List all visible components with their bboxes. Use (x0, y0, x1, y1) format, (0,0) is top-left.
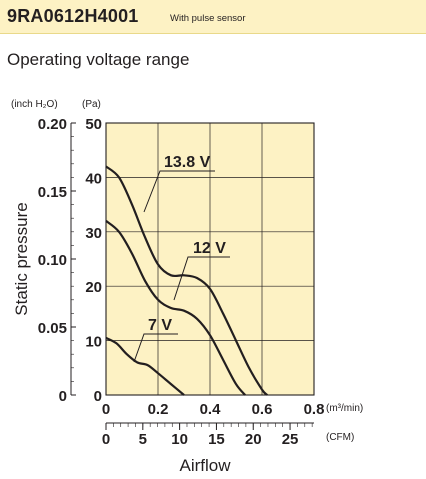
series-label-13-8-v: 13.8 V (164, 154, 211, 171)
curve-13-8-v (105, 165, 268, 396)
y-pa-tick-label: 30 (85, 225, 102, 242)
x-cfm-tick-label: 0 (102, 431, 110, 448)
x-unit-cfm: (CFM) (326, 432, 354, 443)
y-inch-tick-label: 0 (59, 388, 67, 405)
curves (105, 165, 268, 396)
leader-13-8-v (143, 170, 215, 213)
plot-grid (106, 123, 314, 395)
x-axis-title: Airflow (179, 456, 231, 475)
series-label-12-v: 12 V (193, 240, 226, 257)
x-cfm-tick-label: 25 (282, 431, 299, 448)
x-cfm-tick-label: 15 (208, 431, 225, 448)
y-inch-tick-label: 0.05 (38, 320, 67, 337)
y-inch-tick-label: 0.10 (38, 252, 67, 269)
x-cfm-tick-label: 10 (171, 431, 188, 448)
y-unit-inch: (inch H₂O) (11, 99, 58, 110)
y-inch-tick-label: 0.20 (38, 116, 67, 133)
series-label-7-v: 7 V (148, 317, 172, 334)
x-tick-label: 0.4 (200, 401, 222, 418)
inch-axis: 0 0.05 0.10 0.15 0.20 (38, 116, 76, 405)
y-inch-tick-label: 0.15 (38, 184, 67, 201)
plot-frame (105, 122, 315, 396)
y-pa-tick-label: 40 (85, 170, 102, 187)
labels: 0 10 20 30 40 50 0 0.2 0.4 0.6 0.8 13.8 V 12 V 7 V (85, 116, 324, 418)
y-axis-title: Static pressure (12, 202, 31, 315)
curve-12-v (105, 220, 246, 396)
x-unit-m3: (m³/min) (326, 403, 363, 414)
leader-7-v (133, 333, 178, 363)
y-pa-tick-label: 50 (85, 116, 102, 133)
x-cfm-tick-label: 20 (245, 431, 262, 448)
x-tick-label: 0 (102, 401, 110, 418)
x-tick-label: 0.2 (148, 401, 169, 418)
x-cfm-tick-label: 5 (139, 431, 147, 448)
y-pa-tick-label: 0 (94, 388, 102, 405)
cfm-axis: 0 5 10 15 20 25 (102, 422, 314, 448)
y-pa-tick-label: 10 (85, 334, 102, 351)
y-unit-pa: (Pa) (82, 99, 101, 110)
header-bar: 9RA0612H4001 With pulse sensor (0, 0, 426, 34)
model-subtitle: With pulse sensor (170, 13, 246, 24)
leader-12-v (173, 256, 230, 301)
model-number: 9RA0612H4001 (7, 6, 139, 26)
section-title: Operating voltage range (7, 50, 190, 69)
y-pa-tick-label: 20 (85, 279, 102, 296)
x-tick-label: 0.6 (252, 401, 273, 418)
x-tick-label: 0.8 (304, 401, 325, 418)
curve-7-v (105, 336, 185, 396)
